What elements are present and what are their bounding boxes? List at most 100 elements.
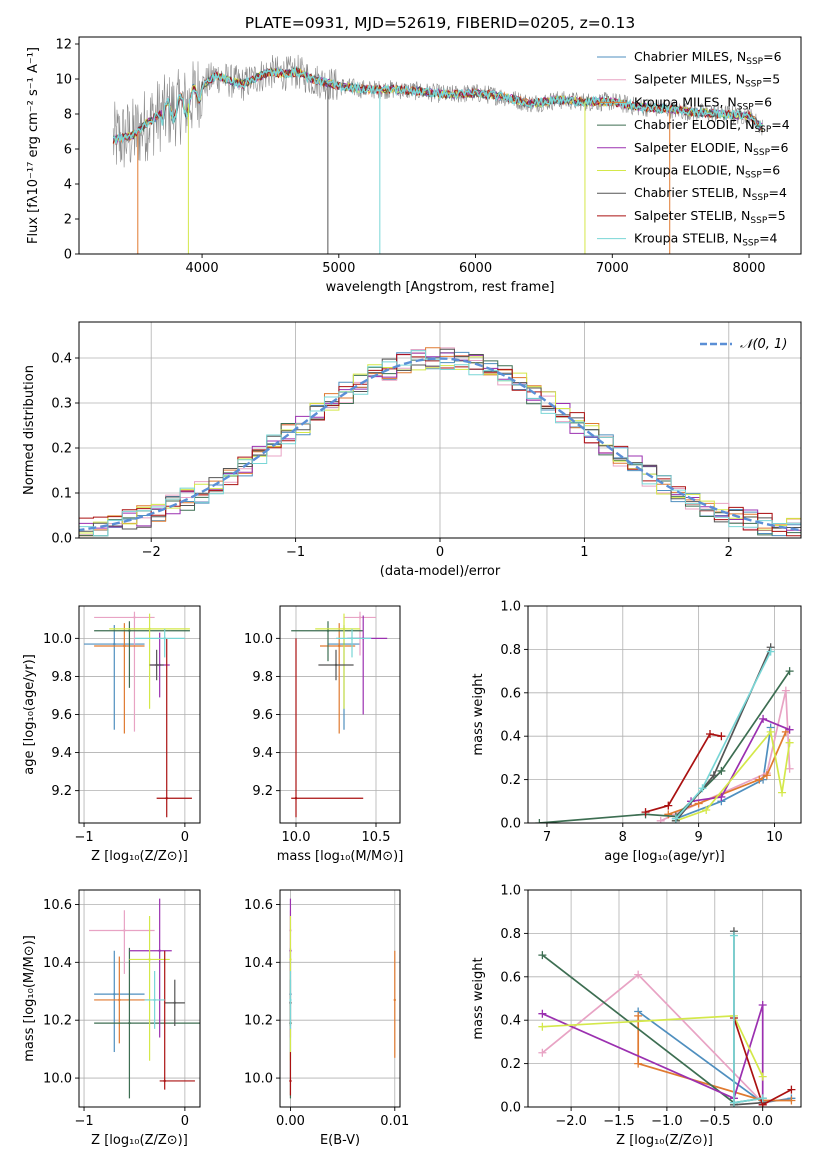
y-tick-label: 9.2	[51, 784, 72, 799]
y-tick-label: 0.0	[500, 817, 521, 832]
legend-subscript: SSP	[752, 193, 769, 203]
weight-marker-kroupa_miles	[634, 1059, 643, 1068]
weight-marker-kroupa_elodie	[785, 738, 794, 747]
y-tick-label: 8	[64, 108, 72, 123]
weight-marker-salpeter_miles	[656, 816, 665, 823]
y-tick-label: 10.0	[244, 632, 273, 647]
weight_vs_age-ylabel: mass weight	[471, 673, 486, 755]
x-tick-label: 8000	[732, 261, 765, 276]
data-point-kroupa_stelib	[350, 637, 354, 640]
legend-subscript: SSP	[737, 102, 754, 112]
data-point-salpeter_miles	[123, 929, 126, 932]
data-point-kroupa_miles	[118, 998, 121, 1002]
weight_vs_age-xlabel: age [log₁₀(age/yr)]	[604, 849, 725, 864]
x-tick-label: −1	[286, 545, 305, 560]
residuals-ylabel: Normed distribution	[22, 365, 37, 495]
weight-marker-salpeter_elodie	[785, 725, 794, 734]
data-point-chabrier_miles	[113, 992, 116, 996]
spectrum-model-line-kroupa_stelib	[112, 65, 764, 144]
y-tick-label: 10.6	[244, 898, 273, 913]
weight-line-salpeter_elodie	[542, 1004, 764, 1105]
weight_vs_Z-ylabel: mass weight	[471, 957, 486, 1039]
spectrum-frame	[78, 36, 802, 255]
y-tick-label: 0.2	[500, 1057, 521, 1072]
weight-marker-salpeter_miles	[634, 970, 643, 979]
weight-marker-kroupa_stelib	[766, 647, 775, 656]
weight_vs_age-plot-area	[535, 643, 794, 823]
legend-entry: Chabrier STELIB, NSSP=4	[634, 185, 787, 203]
weight-marker-salpeter_stelib	[706, 730, 714, 739]
residuals-frame	[78, 321, 802, 539]
y-tick-label: 9.8	[51, 670, 72, 685]
legend-label: Kroupa ELODIE, N	[634, 163, 745, 178]
weight_vs_Z-plot-area	[538, 927, 796, 1107]
gaussian-curve	[79, 357, 801, 532]
x-tick-label: 7000	[596, 261, 629, 276]
x-tick-label: 4000	[186, 261, 219, 276]
data-point-chabrier_stelib	[155, 663, 158, 667]
legend-tail: =4	[771, 117, 789, 132]
data-point-chabrier_miles	[113, 642, 116, 646]
y-tick-label: 9.8	[252, 670, 273, 685]
y-tick-label: 0	[64, 248, 72, 263]
weight-marker-chabrier_elodie	[717, 766, 726, 775]
y-tick-label: 0.6	[500, 970, 521, 985]
x-tick-label: 10	[766, 830, 783, 845]
data-point-kroupa_miles	[123, 644, 126, 648]
weight-marker-salpeter_elodie	[758, 1001, 767, 1010]
legend-tail: =4	[759, 231, 777, 246]
y-tick-label: 10.6	[43, 898, 72, 913]
x-tick-label: 0.0	[752, 1114, 773, 1129]
weight-line-kroupa_miles	[637, 1015, 792, 1102]
age_vs_mass-axes: 10.0 10.5 9.2 9.4 9.6 9.8 10.0 mass [log₁₀(M/M⊙…	[244, 605, 403, 864]
weight-marker-salpeter_elodie	[717, 792, 726, 801]
legend-label: Chabrier MILES, N	[634, 49, 746, 64]
x-tick-label: 1	[580, 545, 588, 560]
data-point-kroupa_stelib	[163, 637, 166, 640]
data-point-chabrier_stelib	[334, 663, 338, 667]
legend-entry: Salpeter MILES, NSSP=5	[634, 72, 780, 90]
legend-subscript: SSP	[750, 216, 767, 226]
data-point-chabrier_elodie	[326, 629, 330, 632]
y-tick-label: 12	[55, 38, 72, 53]
weight_vs_Z-frame	[527, 889, 802, 1108]
x-tick-label: 8	[619, 830, 627, 845]
age_vs_Z-ylabel: age [log₁₀(age/yr)]	[22, 654, 37, 775]
data-point-kroupa_elodie	[148, 958, 151, 961]
data-point-kroupa_elodie	[148, 627, 151, 631]
weight-marker-kroupa_stelib	[671, 814, 680, 823]
y-tick-label: 1.0	[500, 884, 521, 899]
legend-tail: =6	[754, 94, 772, 109]
data-point-kroupa_elodie	[289, 958, 292, 961]
weight_vs_age-axes: 7 8 9 10 0.0 0.2 0.4 0.6 0.8 1.0 age [log₁₀(age/yr…	[471, 600, 802, 864]
weight-marker-kroupa_miles	[755, 775, 764, 784]
weight_vs_Z-xlabel: Z [log₁₀(Z/Z⊙)]	[616, 1133, 713, 1148]
legend-subscript: SSP	[754, 125, 771, 135]
weight-marker-kroupa_stelib	[698, 784, 707, 793]
data-point-salpeter_elodie	[158, 949, 161, 952]
weight-marker-salpeter_miles	[785, 764, 794, 773]
x-tick-label: −2.0	[555, 1114, 587, 1129]
legend-entry: Salpeter STELIB, NSSP=5	[634, 208, 786, 226]
spectrum-ylabel: Flux [fλ10⁻¹⁷ erg cm⁻² s⁻¹ A⁻¹]	[26, 47, 41, 244]
spectrum-model-line-salpeter_stelib	[112, 66, 764, 146]
mass_vs_Z-xlabel: Z [log₁₀(Z/Z⊙)]	[91, 1133, 188, 1148]
x-tick-label: 2	[725, 545, 733, 560]
x-tick-label: 0	[181, 830, 189, 845]
legend-label: Salpeter ELODIE, N	[634, 140, 753, 155]
y-tick-label: 10.4	[244, 956, 273, 971]
gauss-legend-label: 𝒩(0, 1)	[740, 337, 787, 352]
age_vs_mass-frame	[279, 605, 401, 824]
legend-subscript: SSP	[745, 171, 762, 181]
weight-marker-kroupa_elodie	[766, 727, 775, 736]
weight_vs_Z-axes: −2.0 −1.5 −1.0 −0.5 0.0 0.0 0.2 0.4 0.6 0.8 1.0 Z […	[471, 884, 802, 1148]
spectrum-axes: 4000 5000 6000 7000 8000 0 2 4 6 8 10 12 wavelength …	[26, 36, 802, 295]
age_vs_Z-axes: −1 0 9.2 9.4 9.6 9.8 10.0 Z [log₁₀(Z/Z⊙)] age [l…	[22, 605, 201, 864]
legend-entry: Salpeter ELODIE, NSSP=6	[634, 140, 789, 158]
y-tick-label: 9.4	[252, 746, 273, 761]
legend-tail: =6	[762, 163, 780, 178]
weight-marker-chabrier_stelib	[709, 771, 718, 780]
y-tick-label: 10.0	[43, 632, 72, 647]
